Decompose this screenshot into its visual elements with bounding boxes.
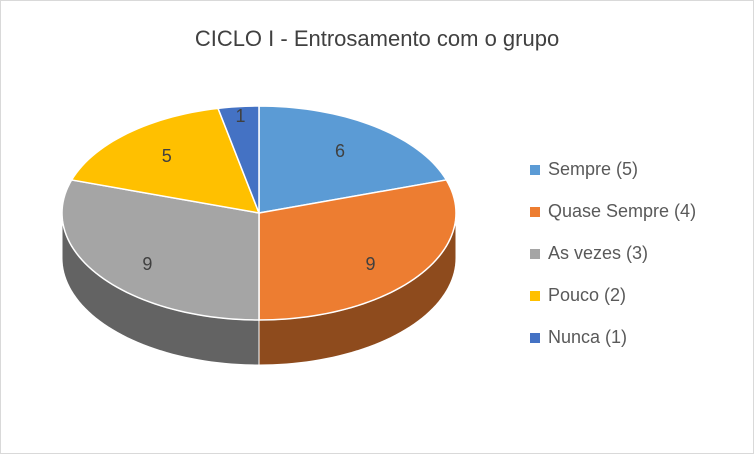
data-label: 9 bbox=[142, 254, 152, 274]
pie-slice bbox=[258, 179, 457, 321]
pie-slice bbox=[216, 105, 260, 214]
data-label: 9 bbox=[366, 254, 376, 274]
legend-swatch bbox=[530, 291, 540, 301]
chart-title: CICLO I - Entrosamento com o grupo bbox=[195, 26, 559, 51]
legend-swatch bbox=[530, 207, 540, 217]
legend-swatch bbox=[530, 333, 540, 343]
legend-swatch bbox=[530, 165, 540, 175]
legend-label: As vezes (3) bbox=[548, 243, 648, 263]
legend-swatch bbox=[530, 249, 540, 259]
legend-label: Pouco (2) bbox=[548, 285, 626, 305]
legend-label: Sempre (5) bbox=[548, 159, 638, 179]
pie-slice bbox=[258, 105, 448, 214]
legend-label: Nunca (1) bbox=[548, 327, 627, 347]
pie-slice bbox=[61, 179, 260, 321]
data-label: 6 bbox=[335, 141, 345, 161]
data-label: 1 bbox=[235, 106, 245, 126]
data-label: 5 bbox=[162, 146, 172, 166]
pie-slice bbox=[70, 107, 261, 214]
legend-label: Quase Sempre (4) bbox=[548, 201, 696, 221]
